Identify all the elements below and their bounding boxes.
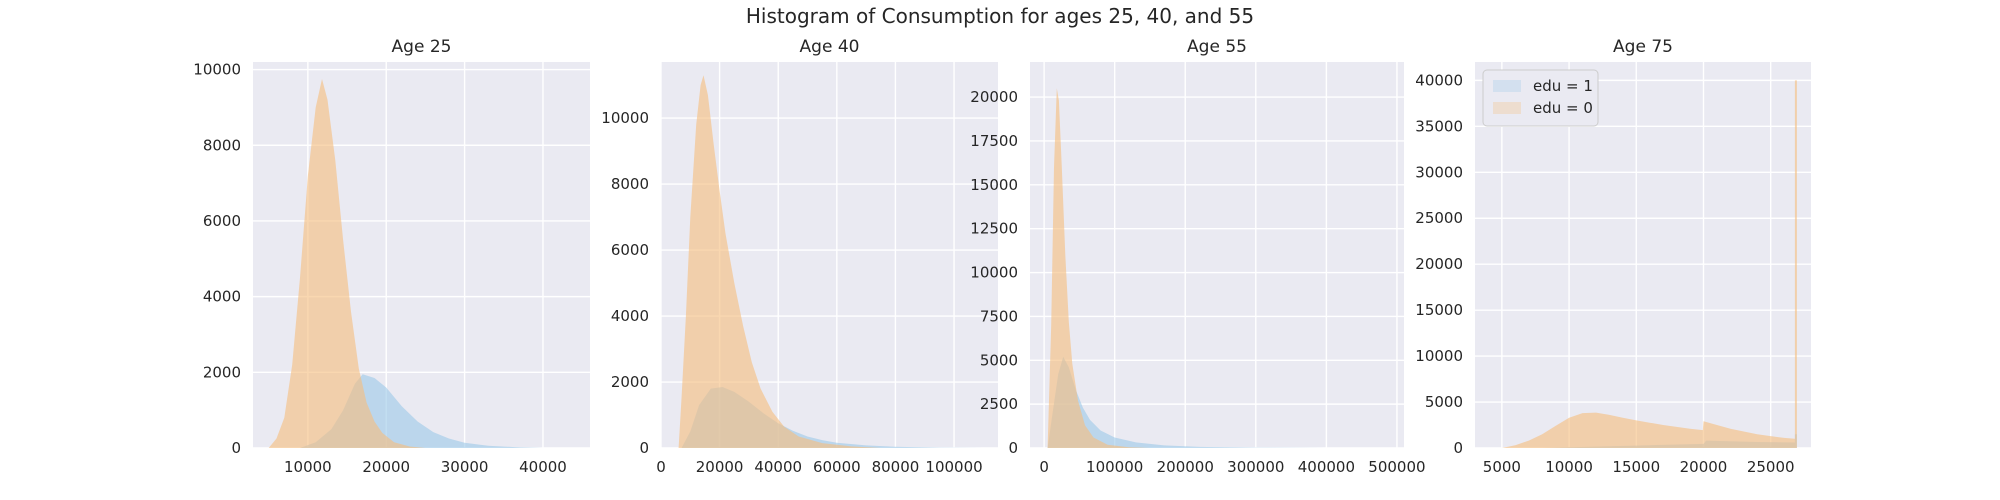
figure-title: Histogram of Consumption for ages 25, 40… <box>745 4 1255 28</box>
x-tick-label: 400000 <box>1298 458 1355 476</box>
x-tick-label: 60000 <box>813 458 861 476</box>
y-tick-label: 7500 <box>980 307 1018 325</box>
x-tick-label: 15000 <box>1612 458 1660 476</box>
x-tick-label: 5000 <box>1483 458 1521 476</box>
panel-4: 5000 10000 15000 20000 25000 0 5000 10000 15000 2… <box>1415 37 1811 476</box>
y-tick-label: 15000 <box>1415 301 1463 319</box>
x-tick-label: 20000 <box>696 458 744 476</box>
panel-2: 0 20000 40000 60000 80000 100000 0 2000 4000 6000… <box>601 37 998 476</box>
y-tick-label: 2000 <box>611 373 649 391</box>
x-tick-label: 10000 <box>284 458 332 476</box>
y-tick-label: 12500 <box>970 220 1018 238</box>
y-tick-label: 2500 <box>980 395 1018 413</box>
y-tick-label: 8000 <box>611 175 649 193</box>
x-tick-label: 20000 <box>1680 458 1728 476</box>
legend-label: edu = 0 <box>1533 99 1593 117</box>
x-tick-label: 300000 <box>1227 458 1284 476</box>
panel-1: 10000 20000 30000 40000 0 2000 4000 6000 8000 100… <box>193 37 590 476</box>
y-tick-label: 10000 <box>601 109 649 127</box>
y-tick-label: 20000 <box>1415 255 1463 273</box>
x-tick-label: 200000 <box>1157 458 1214 476</box>
panel-title: Age 25 <box>392 37 452 57</box>
legend-swatch <box>1493 102 1521 114</box>
x-tick-label: 25000 <box>1747 458 1795 476</box>
legend-label: edu = 1 <box>1533 77 1593 95</box>
y-tick-label: 10000 <box>193 61 241 79</box>
y-tick-label: 0 <box>1008 439 1018 457</box>
x-tick-label: 10000 <box>1545 458 1593 476</box>
y-tick-label: 4000 <box>611 307 649 325</box>
x-tick-label: 0 <box>656 458 666 476</box>
y-tick-label: 35000 <box>1415 117 1463 135</box>
series-edu-0-area <box>678 75 881 448</box>
plot-area <box>1030 62 1404 448</box>
y-tick-label: 0 <box>231 439 241 457</box>
y-tick-label: 40000 <box>1415 71 1463 89</box>
y-tick-label: 6000 <box>203 212 241 230</box>
y-tick-label: 10000 <box>1415 347 1463 365</box>
panel-title: Age 55 <box>1187 37 1247 57</box>
y-tick-label: 15000 <box>970 176 1018 194</box>
x-tick-label: 40000 <box>754 458 802 476</box>
x-tick-label: 40000 <box>519 458 567 476</box>
x-tick-label: 500000 <box>1368 458 1425 476</box>
y-tick-label: 10000 <box>970 264 1018 282</box>
panel-title: Age 75 <box>1613 37 1673 57</box>
legend-swatch <box>1493 80 1521 92</box>
legend-box <box>1482 69 1599 127</box>
y-tick-label: 0 <box>639 439 649 457</box>
y-tick-label: 8000 <box>203 136 241 154</box>
y-tick-label: 25000 <box>1415 209 1463 227</box>
y-tick-label: 6000 <box>611 241 649 259</box>
y-tick-label: 30000 <box>1415 163 1463 181</box>
x-tick-label: 0 <box>1039 458 1049 476</box>
y-tick-label: 17500 <box>970 132 1018 150</box>
y-tick-label: 2000 <box>203 363 241 381</box>
y-tick-label: 4000 <box>203 288 241 306</box>
panel-title: Age 40 <box>800 37 860 57</box>
y-tick-label: 5000 <box>1425 393 1463 411</box>
y-tick-label: 5000 <box>980 351 1018 369</box>
x-tick-label: 100000 <box>925 458 982 476</box>
x-tick-label: 100000 <box>1086 458 1143 476</box>
x-tick-label: 80000 <box>872 458 920 476</box>
y-tick-label: 0 <box>1453 439 1463 457</box>
legend: edu = 1 edu = 0 <box>1482 69 1599 127</box>
x-tick-label: 30000 <box>441 458 489 476</box>
y-tick-label: 20000 <box>970 88 1018 106</box>
panel-3: 0 100000 200000 300000 400000 500000 0 2500 5000… <box>970 37 1425 476</box>
series-edu-0-area <box>268 79 426 448</box>
series-edu-0-area <box>1047 88 1150 449</box>
x-tick-label: 20000 <box>362 458 410 476</box>
